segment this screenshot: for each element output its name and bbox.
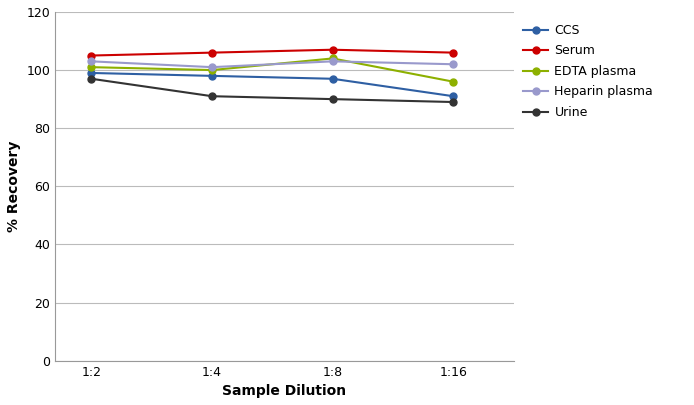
Serum [328,47,337,52]
CCS [449,94,457,99]
Urine [328,97,337,102]
Urine [449,100,457,104]
EDTA plasma [449,79,457,84]
Serum [87,53,96,58]
Urine [87,77,96,81]
CCS [328,77,337,81]
Line: EDTA plasma: EDTA plasma [88,55,457,85]
Heparin plasma [208,65,217,70]
CCS [208,73,217,78]
Y-axis label: % Recovery: % Recovery [7,141,21,232]
Line: Urine: Urine [88,75,457,105]
X-axis label: Sample Dilution: Sample Dilution [222,384,346,398]
Line: CCS: CCS [88,70,457,100]
Heparin plasma [449,62,457,67]
Legend: CCS, Serum, EDTA plasma, Heparin plasma, Urine: CCS, Serum, EDTA plasma, Heparin plasma,… [518,19,658,124]
Heparin plasma [328,59,337,64]
Serum [208,50,217,55]
Heparin plasma [87,59,96,64]
Urine [208,94,217,99]
Serum [449,50,457,55]
Line: Heparin plasma: Heparin plasma [88,58,457,70]
CCS [87,70,96,75]
EDTA plasma [208,68,217,72]
Line: Serum: Serum [88,46,457,59]
EDTA plasma [328,56,337,61]
EDTA plasma [87,65,96,70]
